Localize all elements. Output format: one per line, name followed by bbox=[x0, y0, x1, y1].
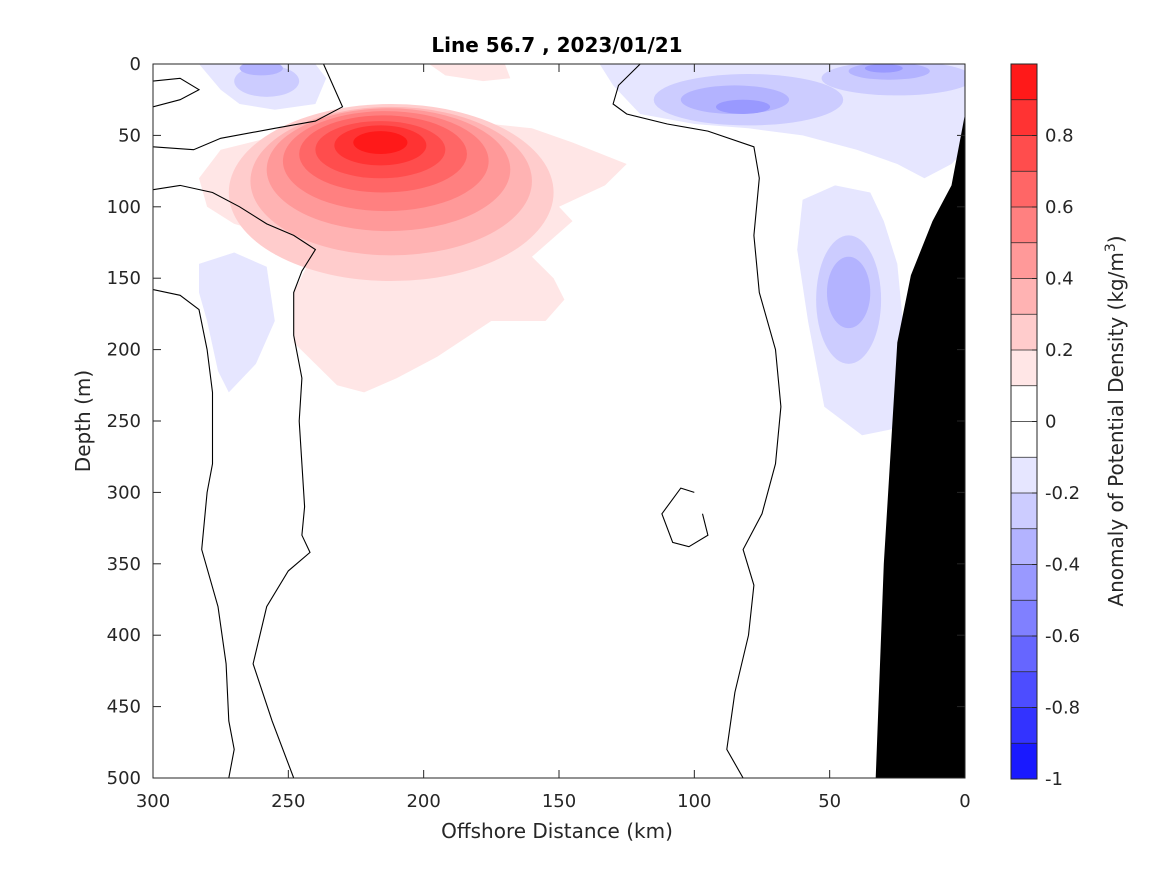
colorbar-band bbox=[1011, 64, 1037, 100]
x-axis: 300 250 200 150 100 50 0 bbox=[136, 64, 971, 812]
colorbar-tick-label: 0.8 bbox=[1045, 126, 1074, 147]
colorbar-band bbox=[1011, 385, 1037, 422]
colorbar-band bbox=[1011, 528, 1037, 565]
colorbar: 0.8 0.6 0.4 0.2 0 -0.2 -0.4 -0.6 -0.8 -1 bbox=[1010, 63, 1080, 790]
x-tick-label: 250 bbox=[271, 791, 305, 812]
y-tick-label: 350 bbox=[107, 554, 141, 575]
colorbar-label: Anomaly of Potential Density (kg/m3) bbox=[1103, 235, 1128, 606]
zero-contour-2 bbox=[153, 77, 201, 108]
zero-contour-1 bbox=[153, 64, 344, 151]
y-tick-label: 400 bbox=[107, 625, 141, 646]
contour-fill-negative-east-surface-0.4 bbox=[864, 64, 903, 73]
y-tick-label: 100 bbox=[107, 197, 141, 218]
colorbar-band bbox=[1011, 636, 1037, 672]
contour-fills bbox=[199, 64, 965, 436]
colorbar-band bbox=[1011, 242, 1037, 279]
colorbar-band bbox=[1011, 457, 1037, 493]
colorbar-tick-label: 0.4 bbox=[1045, 269, 1074, 290]
y-axis: 0 50 100 150 200 250 300 350 400 450 500 bbox=[107, 54, 965, 789]
colorbar-band bbox=[1011, 278, 1037, 315]
y-tick-label: 200 bbox=[107, 340, 141, 361]
contour-fill-negative-west-subsurface bbox=[199, 252, 275, 393]
colorbar-band bbox=[1011, 135, 1037, 172]
chart-title: Line 56.7 , 2023/01/21 bbox=[431, 33, 682, 57]
seafloor-fill bbox=[875, 114, 965, 778]
colorbar-band bbox=[1011, 707, 1037, 744]
contour-fill-positive-0.9 bbox=[353, 131, 408, 154]
x-tick-label: 200 bbox=[406, 791, 440, 812]
colorbar-band bbox=[1011, 421, 1037, 458]
bathymetry bbox=[875, 114, 965, 778]
colorbar-band bbox=[1011, 564, 1037, 601]
y-tick-label: 150 bbox=[107, 268, 141, 289]
colorbar-tick-label: -0.2 bbox=[1045, 483, 1080, 504]
colorbar-band bbox=[1011, 314, 1037, 350]
x-tick-label: 50 bbox=[818, 791, 841, 812]
colorbar-band bbox=[1011, 207, 1037, 243]
contour-fill-positive-surface bbox=[429, 64, 511, 82]
colorbar-band bbox=[1011, 99, 1037, 136]
y-tick-label: 500 bbox=[107, 768, 141, 789]
colorbar-tick-label: -0.4 bbox=[1045, 555, 1080, 576]
colorbar-tick-label: -0.6 bbox=[1045, 626, 1080, 647]
y-tick-label: 0 bbox=[130, 54, 141, 75]
colorbar-tick-label: 0.2 bbox=[1045, 340, 1074, 361]
x-tick-label: 100 bbox=[677, 791, 711, 812]
colorbar-tick-label: -0.8 bbox=[1045, 698, 1080, 719]
contour-fill-negative-east-0.4 bbox=[715, 99, 771, 114]
contour-fill-negative-west-0.3 bbox=[239, 64, 283, 76]
colorbar-band bbox=[1011, 671, 1037, 708]
zero-contour-3 bbox=[153, 184, 317, 778]
y-tick-label: 250 bbox=[107, 411, 141, 432]
y-axis-label: Depth (m) bbox=[71, 370, 95, 472]
colorbar-tick-label: -1 bbox=[1045, 769, 1063, 790]
x-tick-label: 300 bbox=[136, 791, 170, 812]
y-tick-label: 450 bbox=[107, 697, 141, 718]
colorbar-band bbox=[1011, 600, 1037, 636]
zero-contour-5 bbox=[612, 64, 782, 778]
y-tick-label: 300 bbox=[107, 482, 141, 503]
y-tick-label: 50 bbox=[118, 125, 141, 146]
x-axis-label: Offshore Distance (km) bbox=[441, 819, 673, 843]
x-tick-label: 0 bbox=[959, 791, 970, 812]
colorbar-band bbox=[1011, 743, 1037, 779]
contour-fill-negative-nearshore-0.3 bbox=[826, 256, 871, 329]
colorbar-tick-label: 0 bbox=[1045, 412, 1056, 433]
colorbar-tick-label: 0.6 bbox=[1045, 197, 1074, 218]
colorbar-band bbox=[1011, 493, 1037, 529]
x-tick-label: 150 bbox=[542, 791, 576, 812]
zero-contour-6 bbox=[661, 487, 709, 548]
zero-contour-lines bbox=[153, 64, 782, 778]
colorbar-band bbox=[1011, 350, 1037, 386]
zero-contour-4 bbox=[153, 289, 235, 778]
colorbar-band bbox=[1011, 171, 1037, 207]
